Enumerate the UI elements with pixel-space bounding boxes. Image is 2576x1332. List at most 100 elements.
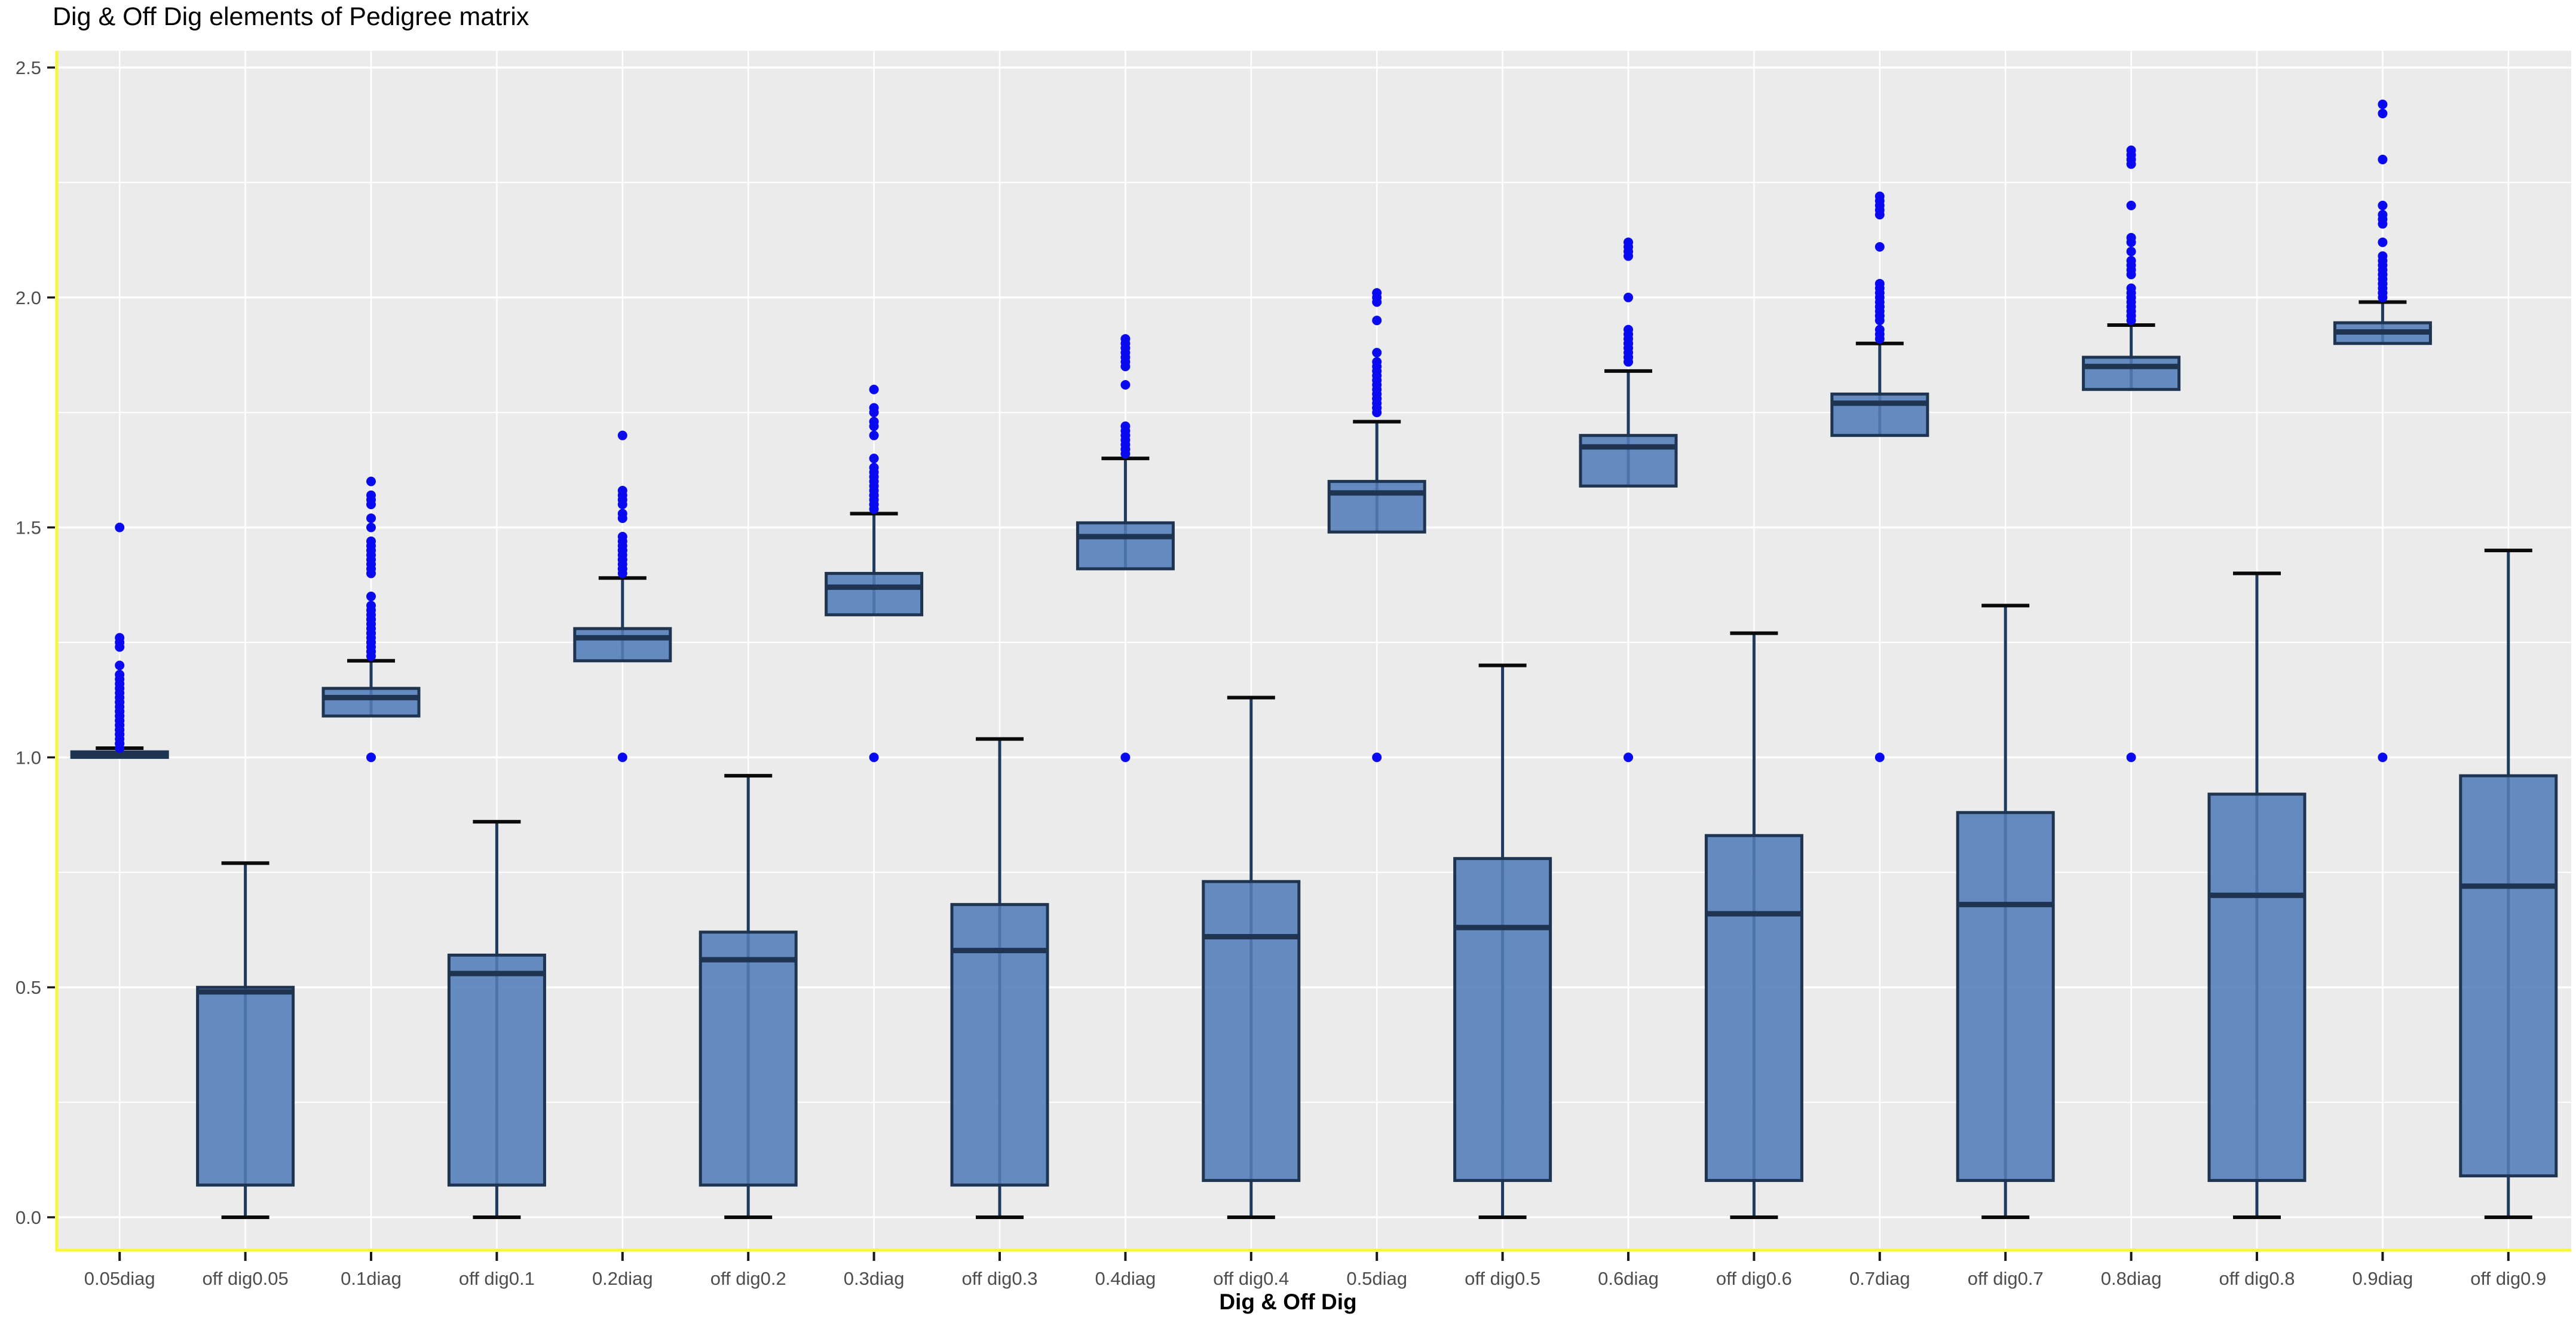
outlier-point xyxy=(869,454,879,464)
box-off dig0.8 xyxy=(2207,571,2307,1219)
box-0.5diag xyxy=(1327,288,1426,763)
iqr-box xyxy=(573,627,672,663)
outlier-point xyxy=(1874,752,1885,763)
outlier-point xyxy=(2126,145,2136,155)
box-off dig0.7 xyxy=(1956,604,2055,1219)
outlier-point xyxy=(1624,324,1633,335)
plot-title: Dig & Off Dig elements of Pedigree matri… xyxy=(53,2,529,31)
axis-ticks-and-labels: 0.0 0.5 1.0 1.5 2.0 2.5 0.05diag off dig0.05 0.1… xyxy=(16,57,2546,1289)
plot-panel xyxy=(57,51,2571,1250)
x-tick-label: off dig0.05 xyxy=(202,1268,288,1289)
x-tick-label: off dig0.3 xyxy=(962,1268,1038,1289)
outlier-point xyxy=(617,752,627,763)
gridlines xyxy=(57,51,2571,1250)
outlier-point xyxy=(2378,154,2388,164)
x-tick-label: off dig0.9 xyxy=(2470,1268,2546,1289)
box-0.2diag xyxy=(573,430,672,763)
outlier-point xyxy=(1372,348,1382,358)
outlier-point xyxy=(366,592,376,602)
outlier-point xyxy=(617,509,627,519)
iqr-box xyxy=(321,687,421,718)
y-tick-label: 1.5 xyxy=(16,518,41,538)
outlier-point xyxy=(2126,232,2136,243)
box-off dig0.5 xyxy=(1453,663,1552,1219)
outlier-point xyxy=(366,752,376,763)
iqr-box xyxy=(1579,434,1678,488)
x-tick-label: 0.7diag xyxy=(1849,1268,1910,1289)
iqr-box xyxy=(950,903,1049,1187)
outlier-point xyxy=(2378,752,2388,763)
outlier-point xyxy=(2378,99,2388,109)
x-tick-label: off dig0.1 xyxy=(459,1268,535,1289)
x-tick-label: 0.8diag xyxy=(2101,1268,2162,1289)
outlier-point xyxy=(2378,210,2388,220)
outlier-point xyxy=(1372,752,1382,763)
box-0.1diag xyxy=(321,476,421,763)
outlier-point xyxy=(2378,237,2388,247)
x-axis-title: Dig & Off Dig xyxy=(1219,1290,1357,1314)
outlier-point xyxy=(1120,380,1131,390)
x-tick-label: 0.05diag xyxy=(84,1268,155,1289)
y-tick-label: 1.0 xyxy=(16,747,41,768)
box-off dig0.2 xyxy=(699,774,798,1219)
outlier-point xyxy=(1120,334,1131,344)
x-tick-label: 0.2diag xyxy=(592,1268,653,1289)
outlier-point xyxy=(617,430,627,440)
outlier-point xyxy=(617,486,627,496)
box-0.6diag xyxy=(1579,237,1678,763)
outlier-point xyxy=(1874,278,1885,289)
iqr-box xyxy=(2207,792,2307,1182)
outlier-point xyxy=(869,463,879,473)
y-tick-label: 2.5 xyxy=(16,57,41,78)
outlier-point xyxy=(2126,256,2136,266)
outlier-point xyxy=(115,633,125,643)
box-off dig0.4 xyxy=(1202,696,1301,1219)
iqr-box xyxy=(447,953,546,1187)
y-tick-label: 0.5 xyxy=(16,977,41,998)
box-0.7diag xyxy=(1830,191,1929,763)
outlier-point xyxy=(366,513,376,523)
x-tick-label: 0.4diag xyxy=(1095,1268,1156,1289)
outlier-point xyxy=(2126,283,2136,293)
box-0.05diag xyxy=(70,522,169,759)
boxes xyxy=(70,99,2558,1219)
outlier-point xyxy=(1624,752,1633,763)
outlier-point xyxy=(2126,752,2136,763)
outlier-point xyxy=(366,476,376,486)
outlier-point xyxy=(1120,421,1131,431)
outlier-point xyxy=(1372,316,1382,326)
iqr-box xyxy=(1076,521,1175,571)
y-tick-label: 2.0 xyxy=(16,287,41,308)
box-off dig0.1 xyxy=(447,820,546,1219)
outlier-point xyxy=(2378,251,2388,261)
outlier-point xyxy=(869,752,879,763)
box-off dig0.6 xyxy=(1704,631,1803,1219)
x-tick-label: off dig0.7 xyxy=(1968,1268,2044,1289)
iqr-box xyxy=(699,930,798,1187)
iqr-box xyxy=(1830,392,1929,437)
outlier-point xyxy=(366,490,376,500)
outlier-point xyxy=(115,669,125,679)
outlier-point xyxy=(1120,752,1131,763)
outlier-point xyxy=(366,601,376,611)
outlier-point xyxy=(617,531,627,541)
iqr-box xyxy=(1327,480,1426,534)
outlier-point xyxy=(1874,191,1885,201)
outlier-point xyxy=(869,403,879,413)
outlier-point xyxy=(1874,324,1885,335)
outlier-point xyxy=(2378,108,2388,118)
box-off dig0.9 xyxy=(2459,549,2558,1219)
outlier-point xyxy=(1624,292,1633,302)
iqr-box xyxy=(2459,774,2558,1178)
x-tick-label: off dig0.6 xyxy=(1716,1268,1792,1289)
x-tick-label: 0.9diag xyxy=(2353,1268,2413,1289)
x-tick-label: 0.1diag xyxy=(341,1268,402,1289)
outlier-point xyxy=(115,660,125,670)
iqr-box xyxy=(1704,834,1803,1182)
box-0.4diag xyxy=(1076,334,1175,763)
x-tick-label: off dig0.5 xyxy=(1465,1268,1540,1289)
outlier-point xyxy=(869,417,879,427)
x-tick-label: 0.6diag xyxy=(1598,1268,1659,1289)
